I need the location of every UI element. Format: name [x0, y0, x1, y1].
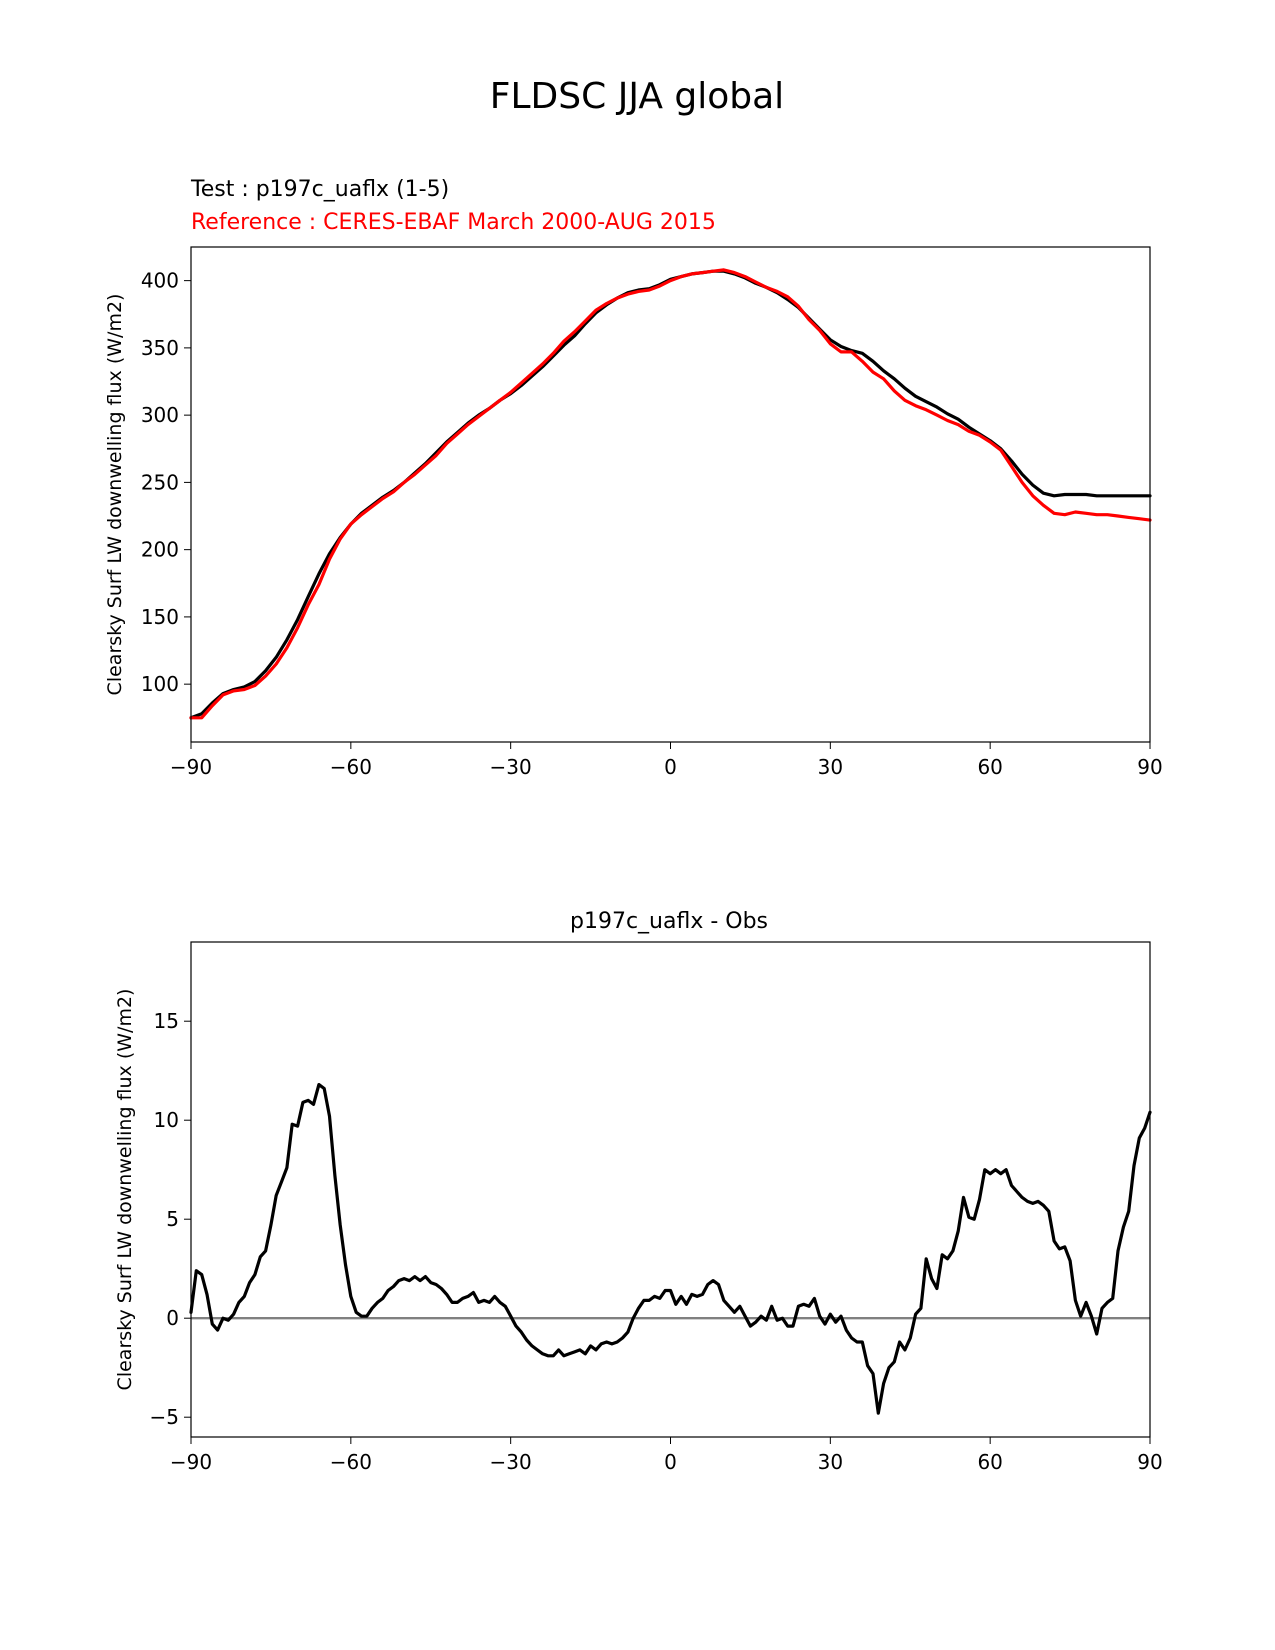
x-tick-label: −30 [490, 755, 532, 779]
x-tick-label: 60 [977, 755, 1002, 779]
y-tick-label: 300 [141, 403, 179, 427]
top-plot: −90 −60 −30 0 30 60 90 100 150 200 250 300 350 400 Cle… [104, 246, 1163, 779]
test-series-line [189, 269, 1152, 720]
x-tick-label: −90 [170, 755, 212, 779]
x-tick-label: 60 [977, 1450, 1002, 1474]
figure-title: FLDSC JJA global [490, 76, 784, 117]
y-tick-label: 100 [141, 672, 179, 696]
reference-series-line [189, 268, 1152, 720]
y-tick-label: 200 [141, 538, 179, 562]
difference-series-line [189, 1083, 1152, 1415]
x-tick-label: 30 [818, 755, 843, 779]
x-tick-label: 0 [664, 1450, 677, 1474]
x-tick-label: 90 [1137, 1450, 1162, 1474]
y-tick-label: 250 [141, 470, 179, 494]
y-tick-label: 5 [166, 1207, 179, 1231]
test-label: Test : p197c_uaflx (1-5) [190, 177, 449, 202]
y-tick-label: 350 [141, 336, 179, 360]
x-tick-label: −30 [490, 1450, 532, 1474]
difference-plot-title: p197c_uaflx - Obs [570, 909, 768, 934]
y-axis-label: Clearsky Surf LW downwelling flux (W/m2) [104, 294, 126, 696]
y-tick-label: 0 [166, 1306, 179, 1330]
y-tick-label: 400 [141, 269, 179, 293]
y-tick-label: 10 [154, 1108, 179, 1132]
difference-plot: −90 −60 −30 0 30 60 90 −5 0 5 10 15 Clearsky Surf LW… [114, 941, 1163, 1474]
x-tick-label: 90 [1137, 755, 1162, 779]
reference-label: Reference : CERES-EBAF March 2000-AUG 20… [191, 210, 716, 235]
x-tick-label: 30 [818, 1450, 843, 1474]
y-tick-label: 150 [141, 605, 179, 629]
y-axis-label: Clearsky Surf LW downwelling flux (W/m2) [114, 989, 136, 1391]
x-tick-label: −60 [330, 755, 372, 779]
y-tick-label: −5 [150, 1405, 179, 1429]
x-tick-label: −90 [170, 1450, 212, 1474]
y-tick-label: 15 [154, 1009, 179, 1033]
x-tick-label: −60 [330, 1450, 372, 1474]
axes-frame [190, 246, 1151, 743]
x-tick-label: 0 [664, 755, 677, 779]
